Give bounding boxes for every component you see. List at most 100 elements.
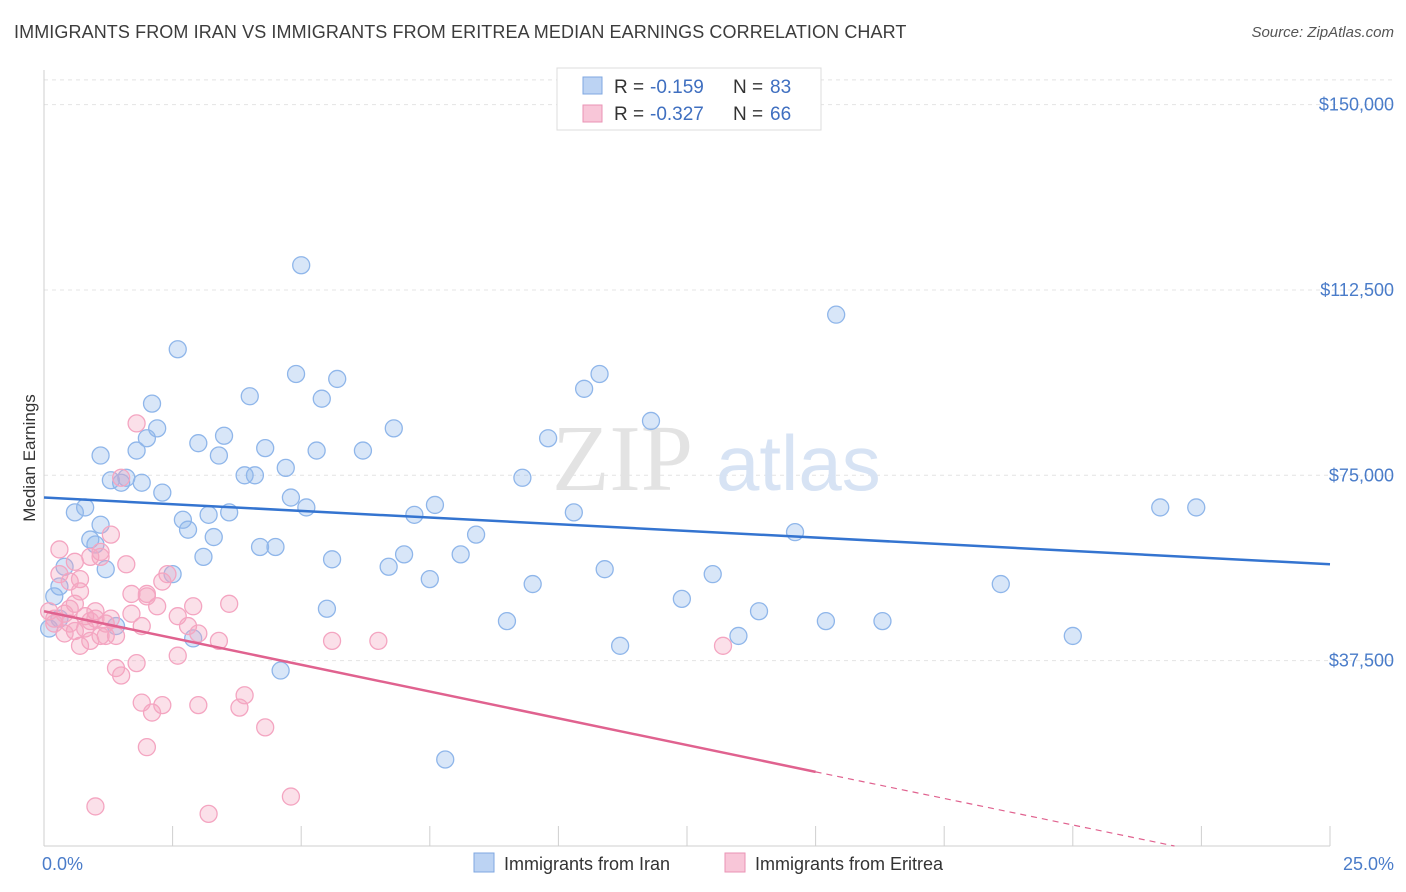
eritrea-point-22 (101, 525, 121, 544)
bottom-legend-swatch-iran (473, 852, 495, 873)
chart-source: Source: ZipAtlas.com (1251, 24, 1394, 41)
iran-point-24 (189, 434, 208, 453)
eritrea-point-44 (199, 804, 218, 824)
iran-point-52 (405, 505, 424, 524)
eritrea-point-33 (137, 584, 157, 604)
iran-point-60 (523, 574, 542, 594)
y-axis-label: Median Earnings (20, 394, 39, 522)
iran-point-45 (317, 599, 337, 618)
bottom-legend-label-eritrea: Immigrants from Eritrea (755, 854, 944, 874)
legend-n-label-eritrea: N = (733, 104, 763, 125)
eritrea-point-42 (184, 597, 203, 616)
eritrea-point-18 (91, 547, 110, 567)
iran-point-61 (538, 429, 558, 448)
x-tick-marks (43, 826, 1331, 846)
iran-point-77 (1063, 626, 1082, 646)
eritrea-point-23 (106, 626, 126, 646)
chart-title: IMMIGRANTS FROM IRAN VS IMMIGRANTS FROM … (14, 22, 907, 42)
iran-point-68 (672, 589, 692, 609)
trend-line-eritrea (43, 609, 816, 774)
iran-point-28 (209, 446, 229, 465)
legend-n-label-iran: N = (733, 77, 763, 98)
iran-point-46 (322, 550, 342, 569)
iran-point-25 (194, 547, 213, 567)
x-tick-label-min: 0.0% (42, 854, 83, 874)
eritrea-point-39 (158, 565, 177, 584)
iran-point-56 (451, 545, 470, 564)
iran-point-14 (132, 473, 151, 492)
iran-point-72 (785, 522, 805, 542)
iran-point-71 (749, 602, 769, 621)
iran-point-37 (271, 661, 290, 680)
eritrea-point-56 (55, 624, 74, 643)
eritrea-point-57 (65, 552, 85, 571)
iran-point-76 (991, 574, 1010, 594)
watermark-zip: ZIP (552, 407, 693, 511)
eritrea-point-51 (322, 631, 342, 651)
eritrea-point-2 (50, 565, 69, 584)
legend-swatch-eritrea (582, 104, 603, 123)
iran-point-57 (466, 525, 486, 544)
eritrea-point-61 (127, 653, 146, 673)
iran-point-58 (497, 611, 517, 631)
eritrea-point-34 (137, 737, 157, 757)
bottom-legend-label-iran: Immigrants from Iran (504, 854, 670, 874)
eritrea-point-27 (122, 584, 141, 604)
iran-point-19 (163, 565, 182, 584)
eritrea-point-20 (96, 626, 115, 646)
eritrea-point-35 (142, 703, 162, 722)
trend-line-eritrea-extension (815, 771, 1175, 847)
iran-point-20 (168, 340, 187, 359)
eritrea-point-37 (153, 695, 172, 715)
eritrea-point-49 (256, 718, 275, 737)
series-iran-points (39, 256, 1206, 769)
iran-point-31 (235, 466, 254, 485)
iran-point-79 (1187, 498, 1206, 517)
iran-point-50 (384, 419, 403, 438)
iran-point-49 (379, 557, 398, 576)
eritrea-point-52 (369, 631, 388, 651)
eritrea-point-63 (189, 624, 208, 643)
legend-r-value-eritrea: -0.327 (650, 104, 704, 125)
iran-point-69 (703, 565, 722, 584)
eritrea-point-21 (101, 609, 121, 628)
eritrea-point-41 (178, 616, 198, 636)
iran-point-1 (50, 577, 69, 596)
iran-point-27 (204, 527, 223, 547)
iran-point-32 (240, 387, 259, 406)
eritrea-point-26 (117, 555, 136, 574)
iran-point-13 (127, 441, 146, 460)
iran-point-4 (76, 498, 95, 517)
eritrea-point-46 (220, 594, 239, 613)
legend-r-label-iran: R = (614, 77, 644, 98)
iran-point-65 (595, 560, 614, 579)
y-tick-label-1: $75,000 (1329, 465, 1394, 485)
iran-point-55 (436, 750, 455, 769)
iran-point-33 (245, 466, 265, 485)
y-tick-label-0: $37,500 (1329, 651, 1394, 671)
eritrea-point-53 (713, 636, 733, 655)
iran-point-48 (353, 441, 373, 460)
series-legend: Immigrants from Iran Immigrants from Eri… (473, 852, 944, 874)
eritrea-point-48 (235, 686, 254, 705)
iran-point-78 (1151, 498, 1170, 517)
iran-point-26 (199, 505, 218, 524)
iran-point-51 (394, 545, 414, 564)
iran-point-38 (276, 458, 295, 478)
iran-point-43 (307, 441, 326, 460)
eritrea-point-29 (127, 414, 146, 433)
iran-point-18 (153, 483, 172, 502)
iran-point-64 (590, 364, 609, 384)
bottom-legend-swatch-eritrea (724, 852, 746, 873)
eritrea-point-50 (281, 787, 301, 806)
eritrea-point-65 (70, 636, 90, 655)
eritrea-point-9 (70, 582, 90, 601)
legend-r-label-eritrea: R = (614, 104, 644, 125)
iran-point-63 (574, 379, 594, 398)
eritrea-point-58 (112, 468, 131, 487)
watermark-atlas: atlas (716, 419, 881, 507)
y-tick-labels: $37,500 $75,000 $112,500 $150,000 (1319, 95, 1394, 671)
iran-point-73 (816, 611, 836, 631)
iran-point-11 (112, 473, 131, 492)
